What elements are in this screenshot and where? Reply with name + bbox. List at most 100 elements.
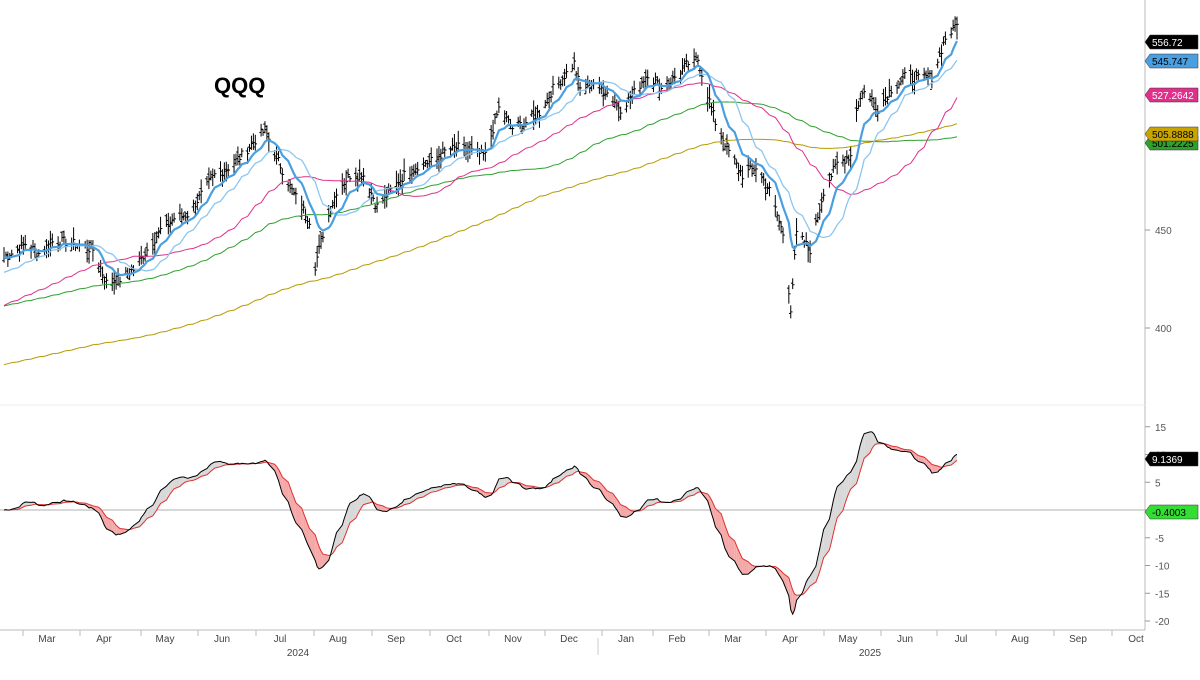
price-bar <box>942 37 946 46</box>
price-bar <box>491 120 495 140</box>
price-bar <box>870 89 874 106</box>
badge-pink-ma-text: 527.2642 <box>1152 91 1194 102</box>
price-bar <box>563 69 567 86</box>
price-bar <box>495 111 499 118</box>
price-bar <box>132 265 136 276</box>
price-bar <box>497 98 501 113</box>
price-bar <box>748 160 752 169</box>
badge-last-price-text: 556.72 <box>1152 38 1183 49</box>
price-bar <box>16 245 20 253</box>
month-label: Nov <box>504 634 522 645</box>
oscillator-pane <box>4 432 957 614</box>
price-bar <box>139 246 143 265</box>
price-bar <box>741 166 745 188</box>
price-bar <box>236 146 240 165</box>
price-bar <box>205 176 209 186</box>
price-bar <box>23 235 27 249</box>
price-bar <box>901 69 905 84</box>
price-bar <box>344 170 348 195</box>
price-bar <box>138 251 142 266</box>
price-bar <box>277 151 281 161</box>
price-bar <box>315 246 319 267</box>
price-bar <box>557 77 561 89</box>
price-bar <box>422 157 426 169</box>
price-bar <box>424 160 428 167</box>
price-bar <box>714 118 718 131</box>
price-bar <box>822 189 826 201</box>
badge-oscillator-main: 9.1369 <box>1145 452 1198 466</box>
price-bar <box>814 214 818 226</box>
price-bar <box>565 64 569 78</box>
price-bar <box>723 143 727 151</box>
price-bar <box>764 178 768 200</box>
price-bar <box>335 189 339 208</box>
price-bar <box>915 68 919 80</box>
price-bar <box>91 240 95 261</box>
month-label: Aug <box>329 634 347 645</box>
year-label: 2025 <box>859 648 882 659</box>
oscillator-tick-label: 15 <box>1155 423 1167 434</box>
price-bar <box>110 273 114 291</box>
price-bar <box>549 91 553 103</box>
price-bar <box>306 216 310 229</box>
price-bar <box>795 218 799 244</box>
price-bar <box>412 164 416 176</box>
price-bar <box>340 173 344 195</box>
price-bar <box>598 77 602 94</box>
price-bar <box>308 218 312 229</box>
price-bar <box>470 136 474 155</box>
price-bar <box>801 232 805 240</box>
price-bar <box>159 217 163 234</box>
price-bar <box>511 126 515 135</box>
price-bar <box>559 79 563 90</box>
price-bar <box>451 138 455 151</box>
price-bar <box>926 67 930 85</box>
axes: 450400151050-5-10-15-20MarAprMayJunJulAu… <box>23 35 1198 659</box>
price-bar <box>917 70 921 80</box>
price-bar <box>439 149 443 169</box>
month-label: Sep <box>1069 634 1087 645</box>
badge-blue-ma: 545.747 <box>1145 54 1198 68</box>
price-bar <box>665 76 669 91</box>
price-bar <box>118 277 122 288</box>
price-bar <box>752 164 756 174</box>
price-bar <box>646 70 650 87</box>
ma-blue-line <box>4 41 957 275</box>
oscillator-tick-label: -20 <box>1155 617 1170 628</box>
price-bar <box>213 169 217 178</box>
price-bar <box>789 305 793 318</box>
price-bar <box>489 125 493 147</box>
price-bar <box>671 71 675 83</box>
price-bar <box>358 159 362 180</box>
price-bar <box>762 173 766 186</box>
month-label: Mar <box>724 634 742 645</box>
price-tick-label: 450 <box>1155 226 1172 237</box>
price-bar <box>151 233 155 255</box>
month-label: Jun <box>214 634 230 645</box>
price-bar <box>766 183 770 194</box>
price-bar <box>103 276 107 289</box>
price-bar <box>938 47 942 57</box>
oscillator-tick-label: -10 <box>1155 562 1170 573</box>
price-bar <box>855 99 859 122</box>
price-bar <box>816 212 820 222</box>
price-bar <box>791 278 795 289</box>
price-bar <box>518 116 522 130</box>
price-bar <box>331 200 335 208</box>
price-bar <box>313 262 317 276</box>
price-bar <box>493 113 497 124</box>
price-bar <box>381 195 385 203</box>
price-bar <box>180 208 184 224</box>
price-bar <box>833 159 837 169</box>
price-bar <box>259 124 263 137</box>
month-label: Sep <box>387 634 405 645</box>
price-bar <box>87 240 91 264</box>
month-label: Jul <box>274 634 287 645</box>
price-bar <box>667 78 671 89</box>
price-bar <box>530 109 534 117</box>
price-bar <box>868 93 872 102</box>
price-bar <box>658 79 662 101</box>
price-bar <box>165 214 169 227</box>
